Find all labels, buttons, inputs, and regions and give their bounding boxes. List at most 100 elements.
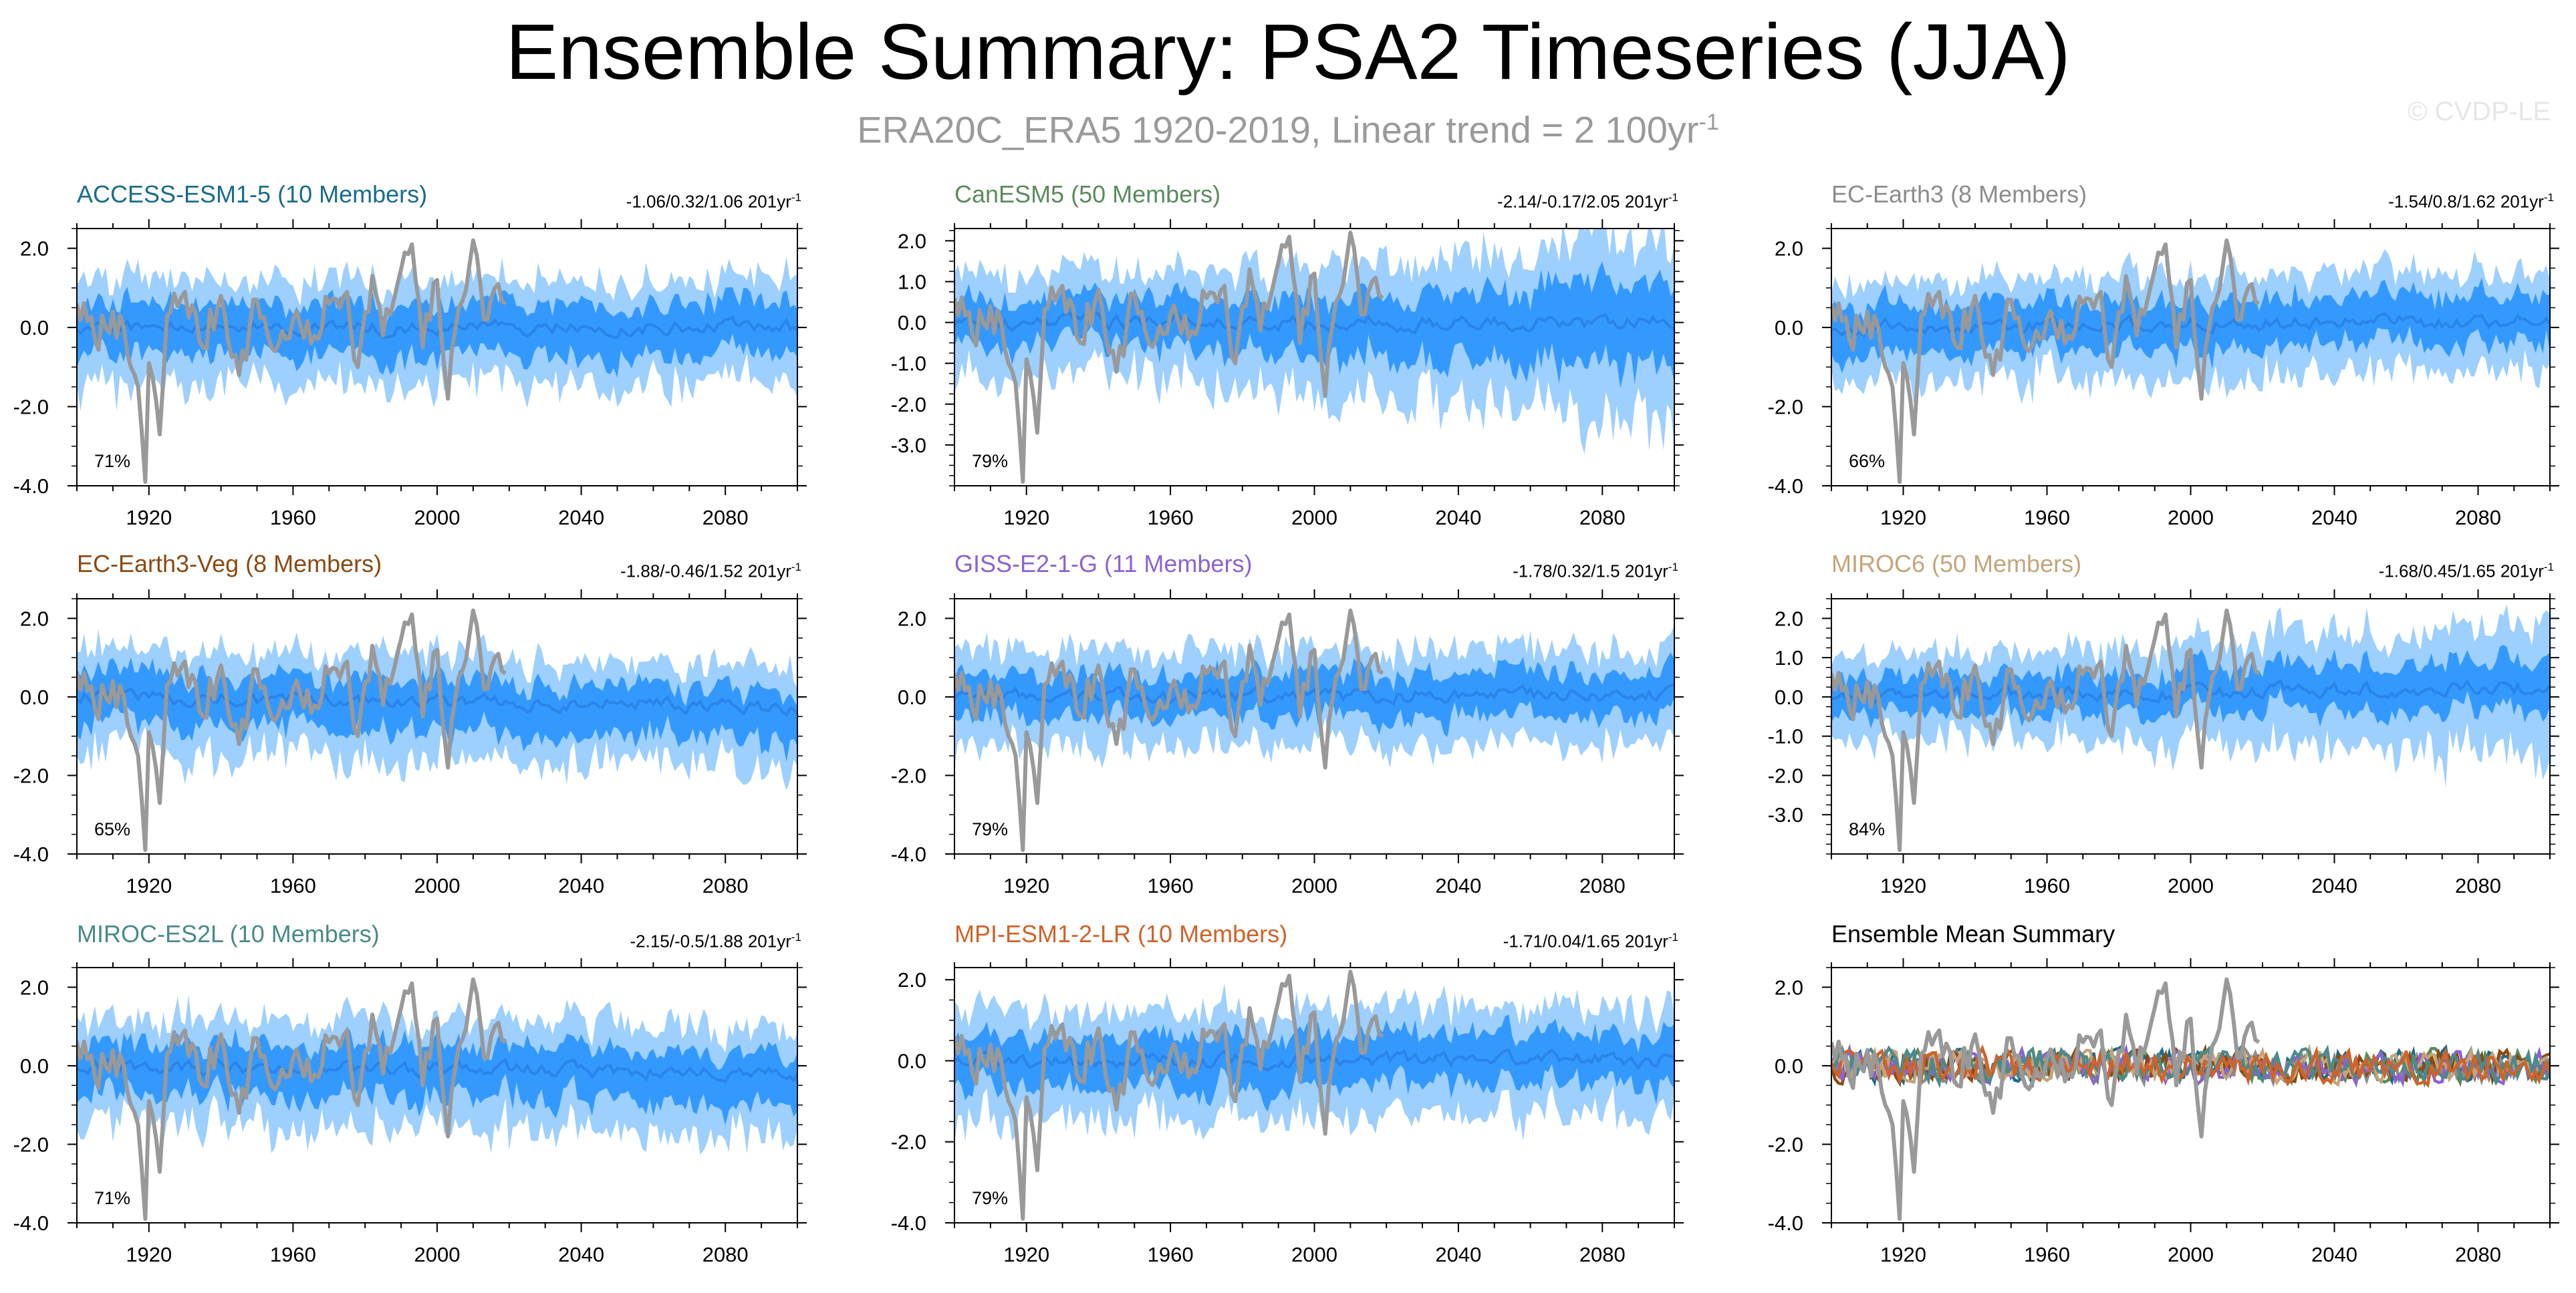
y-tick-label: -4.0	[1768, 474, 1803, 498]
y-tick-label: 2.0	[1775, 607, 1803, 630]
x-tick-label: 1920	[1880, 874, 1926, 897]
percent-label: 79%	[972, 451, 1008, 471]
trend-sup: -1	[791, 561, 801, 573]
x-tick-label: 2040	[2311, 874, 2357, 897]
panel-1: 1920 1960 2000 2040 2080 2.0 0.0 -2.0 -4.0 71%	[13, 219, 807, 529]
trend-text: -1.06/0.32/1.06 201yr	[626, 191, 791, 212]
percent-label: 84%	[1849, 819, 1885, 839]
y-tick-label: 0.0	[20, 686, 49, 709]
x-tick-label: 2040	[2311, 506, 2357, 529]
trend-sup: -1	[791, 191, 801, 204]
y-tick-label: 1.0	[1775, 646, 1803, 670]
y-tick-label: -2.0	[1768, 764, 1803, 787]
y-tick-label: 2.0	[20, 976, 49, 999]
x-tick-label: 1960	[270, 506, 316, 529]
observation-line	[77, 608, 507, 853]
panel-5: 1920 1960 2000 2040 2080 2.0 0.0 -2.0 -4.0 79%	[891, 589, 1684, 897]
panel-title: MPI-ESM1-2-LR (10 Members)	[954, 920, 1288, 948]
plot-area	[1831, 604, 2550, 853]
x-tick-label: 2080	[702, 1243, 749, 1266]
y-tick-label: 0.0	[898, 1049, 926, 1072]
range-inner-band	[954, 652, 1674, 737]
x-tick-label: 2000	[2168, 506, 2214, 529]
x-tick-label: 1960	[1148, 874, 1194, 897]
x-tick-label: 1960	[2024, 1243, 2070, 1266]
x-tick-label: 2000	[414, 874, 461, 897]
plot-area	[954, 229, 1674, 484]
plot-area	[954, 608, 1674, 853]
x-tick-label: 2080	[1579, 1243, 1626, 1266]
panel-6: 1920 1960 2000 2040 2080 2.0 1.0 0.0 -1.0 -2.0 -3.…	[1768, 589, 2559, 897]
observation-line	[1831, 238, 2261, 484]
trend-text: -1.68/0.45/1.65 201yr	[2378, 561, 2544, 581]
x-tick-label: 2000	[414, 1243, 461, 1266]
panel-title: EC-Earth3-Veg (8 Members)	[77, 550, 382, 577]
figure-title: Ensemble Summary: PSA2 Timeseries (JJA)	[505, 8, 2071, 96]
x-tick-label: 2040	[558, 506, 604, 529]
observation-line	[1831, 977, 2261, 1222]
x-tick-label: 1920	[1880, 506, 1926, 529]
x-tick-label: 2040	[558, 1243, 604, 1266]
y-tick-label: -1.0	[891, 352, 926, 376]
percent-label: 71%	[94, 451, 130, 471]
y-tick-label: -2.0	[891, 764, 926, 787]
x-tick-label: 2000	[1291, 506, 1337, 529]
observation-line	[77, 977, 507, 1222]
x-tick-label: 1960	[2024, 874, 2070, 897]
y-tick-label: 0.0	[20, 316, 49, 339]
x-tick-label: 2080	[2455, 1243, 2501, 1266]
y-tick-label: -2.0	[891, 393, 926, 416]
x-tick-label: 1920	[1880, 1243, 1926, 1266]
x-tick-label: 1960	[270, 1243, 316, 1266]
panel-trend-label: -1.54/0.8/1.62 201yr-1	[2388, 187, 2554, 212]
x-tick-label: 2040	[558, 874, 604, 897]
trend-sup: -1	[791, 931, 801, 944]
trend-text: -2.14/-0.17/2.05 201yr	[1497, 191, 1668, 212]
x-tick-label: 2080	[702, 874, 749, 897]
panel-title: MIROC6 (50 Members)	[1831, 550, 2082, 577]
y-tick-label: 0.0	[1775, 686, 1803, 709]
subtitle-sup: -1	[1698, 110, 1719, 135]
plot-area	[1831, 977, 2550, 1222]
panel-3: 1920 1960 2000 2040 2080 2.0 0.0 -2.0 -4.0 66%	[1768, 219, 2559, 529]
trend-text: -1.88/-0.46/1.52 201yr	[620, 561, 791, 581]
y-tick-label: 0.0	[1775, 316, 1803, 339]
x-tick-label: 1920	[1003, 1243, 1049, 1266]
x-tick-label: 2000	[2168, 1243, 2214, 1266]
trend-text: -1.71/0.04/1.65 201yr	[1503, 931, 1668, 952]
y-tick-label: 0.0	[898, 311, 926, 335]
y-tick-label: -4.0	[1768, 1211, 1803, 1235]
panel-title: ACCESS-ESM1-5 (10 Members)	[77, 180, 428, 208]
x-tick-label: 2000	[1291, 874, 1337, 897]
panel-trend-label: -1.68/0.45/1.65 201yr-1	[2379, 557, 2554, 582]
y-tick-label: 2.0	[898, 229, 926, 253]
x-tick-label: 1920	[126, 874, 172, 897]
y-tick-label: -4.0	[891, 1211, 926, 1235]
panel-title: EC-Earth3 (8 Members)	[1831, 180, 2087, 208]
y-tick-label: 0.0	[20, 1054, 49, 1078]
y-tick-label: -3.0	[891, 434, 926, 457]
panel-2: 1920 1960 2000 2040 2080 2.0 1.0 0.0 -1.0 -2.0 -3.…	[891, 219, 1684, 529]
trend-text: -2.15/-0.5/1.88 201yr	[630, 931, 791, 952]
watermark: © CVDP-LE	[2408, 97, 2551, 126]
y-tick-label: 2.0	[1775, 976, 1803, 999]
y-tick-label: -3.0	[1768, 803, 1803, 827]
y-tick-label: -1.0	[1768, 725, 1803, 748]
subtitle-text: ERA20C_ERA5 1920-2019, Linear trend = 2 …	[857, 108, 1699, 151]
y-tick-label: 2.0	[20, 607, 49, 630]
panel-9: 1920 1960 2000 2040 2080 2.0 0.0 -2.0 -4.0	[1768, 958, 2559, 1266]
x-tick-label: 2080	[2455, 506, 2501, 529]
panel-4: 1920 1960 2000 2040 2080 2.0 0.0 -2.0 -4.0 65%	[13, 589, 807, 897]
y-tick-label: 1.0	[898, 270, 926, 293]
observation-line	[1831, 608, 2261, 853]
panel-7: 1920 1960 2000 2040 2080 2.0 0.0 -2.0 -4.0 71%	[13, 958, 807, 1266]
x-tick-label: 2000	[1291, 1243, 1337, 1266]
panel-trend-label: -2.14/-0.17/2.05 201yr-1	[1497, 187, 1678, 212]
y-tick-label: -4.0	[13, 843, 49, 866]
panel-trend-label: -1.88/-0.46/1.52 201yr-1	[620, 557, 801, 582]
panel-8: 1920 1960 2000 2040 2080 2.0 0.0 -2.0 -4.0 79%	[891, 958, 1684, 1266]
range-inner-band	[77, 1026, 797, 1125]
percent-label: 79%	[972, 819, 1008, 839]
plot-frame	[1831, 967, 2551, 1224]
